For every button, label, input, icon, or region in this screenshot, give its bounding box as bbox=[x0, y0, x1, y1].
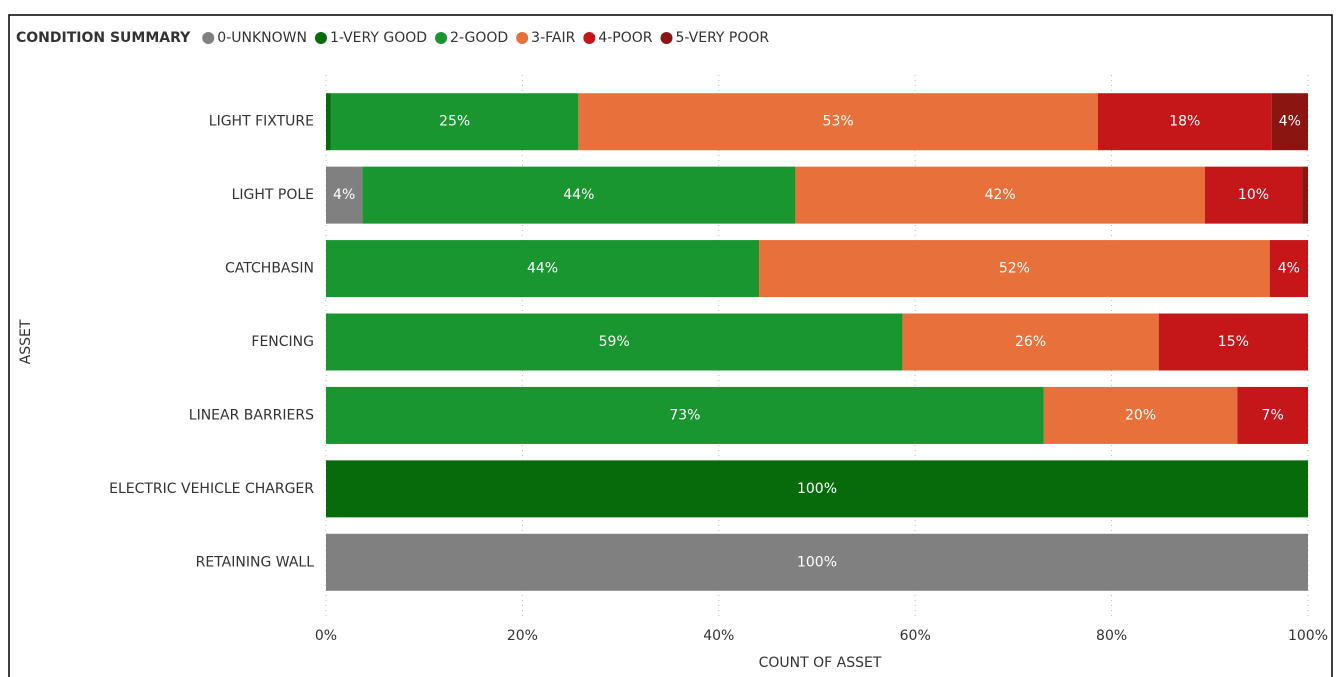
x-axis-title: COUNT OF ASSET bbox=[759, 655, 882, 671]
bar-segment bbox=[326, 313, 903, 371]
data-label: 15% bbox=[1218, 334, 1249, 350]
legend-marker bbox=[314, 32, 327, 44]
data-label: 26% bbox=[1015, 334, 1046, 350]
data-label: 7% bbox=[1262, 407, 1284, 423]
bar-segment bbox=[326, 386, 1044, 444]
legend-label: 4-POOR bbox=[598, 30, 652, 46]
legend-marker bbox=[516, 32, 529, 44]
data-label: 4% bbox=[1278, 261, 1300, 277]
legend-label: 3-FAIR bbox=[531, 30, 575, 46]
data-label: 18% bbox=[1169, 114, 1200, 130]
bar-segment bbox=[1043, 386, 1238, 444]
legend-label: 5-VERY POOR bbox=[676, 30, 770, 46]
x-tick-label: 60% bbox=[900, 628, 931, 644]
data-label: 44% bbox=[563, 187, 594, 203]
data-label: 42% bbox=[985, 187, 1016, 203]
x-tick-label: 100% bbox=[1288, 628, 1328, 644]
data-label: 25% bbox=[439, 114, 470, 130]
y-tick-label: LIGHT POLE bbox=[232, 187, 314, 203]
legend-title: CONDITION SUMMARY bbox=[16, 30, 191, 46]
data-label: 52% bbox=[999, 261, 1030, 277]
x-tick-label: 0% bbox=[315, 628, 337, 644]
bar-segment bbox=[795, 166, 1205, 224]
data-label: 100% bbox=[797, 554, 837, 570]
y-tick-label: CATCHBASIN bbox=[225, 261, 314, 277]
data-label: 73% bbox=[669, 407, 700, 423]
bar-segment bbox=[759, 240, 1270, 298]
data-label: 4% bbox=[333, 187, 355, 203]
legend-marker bbox=[583, 32, 596, 44]
bar-segment bbox=[1271, 93, 1308, 151]
x-tick-label: 20% bbox=[507, 628, 538, 644]
bar-segment bbox=[1237, 386, 1308, 444]
y-axis-title: ASSET bbox=[18, 319, 34, 364]
bar-segment bbox=[326, 460, 1308, 518]
bar-segment bbox=[578, 93, 1098, 151]
legend-marker bbox=[660, 32, 673, 44]
y-tick-label: FENCING bbox=[251, 334, 314, 350]
bar-segment bbox=[330, 93, 579, 151]
data-label: 10% bbox=[1238, 187, 1269, 203]
legend-label: 0-UNKNOWN bbox=[217, 30, 307, 46]
data-label: 100% bbox=[797, 481, 837, 497]
bar-segment bbox=[326, 93, 331, 151]
x-tick-label: 40% bbox=[703, 628, 734, 644]
legend-marker bbox=[435, 32, 448, 44]
bar-segment bbox=[1158, 313, 1308, 371]
data-label: 4% bbox=[1279, 114, 1301, 130]
y-tick-label: RETAINING WALL bbox=[196, 554, 315, 570]
y-tick-label: ELECTRIC VEHICLE CHARGER bbox=[109, 481, 314, 497]
bar-segment bbox=[902, 313, 1159, 371]
y-tick-label: LINEAR BARRIERS bbox=[189, 407, 314, 423]
data-label: 59% bbox=[599, 334, 630, 350]
bar-segment bbox=[1302, 166, 1308, 224]
bar-segment bbox=[1269, 240, 1308, 298]
bar-segment bbox=[326, 533, 1308, 591]
data-label: 53% bbox=[823, 114, 854, 130]
bar-segment bbox=[326, 240, 760, 298]
bar-segment bbox=[1204, 166, 1303, 224]
data-label: 20% bbox=[1125, 407, 1156, 423]
x-tick-label: 80% bbox=[1096, 628, 1127, 644]
bar-segment bbox=[362, 166, 796, 224]
legend-label: 2-GOOD bbox=[450, 30, 508, 46]
data-label: 44% bbox=[527, 261, 558, 277]
legend-label: 1-VERY GOOD bbox=[330, 30, 427, 46]
bar-segment bbox=[1097, 93, 1272, 151]
bar-segment bbox=[326, 166, 363, 224]
legend-marker bbox=[202, 32, 215, 44]
frame bbox=[8, 14, 1333, 677]
y-tick-label: LIGHT FIXTURE bbox=[209, 114, 314, 130]
